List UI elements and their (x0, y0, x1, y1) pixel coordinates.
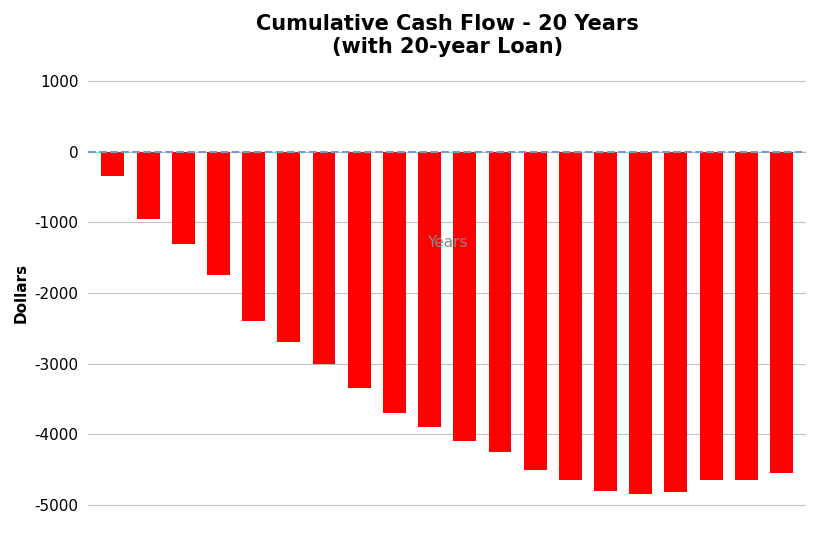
Bar (418, 152, 441, 427)
Bar (488, 152, 511, 452)
Bar (453, 152, 476, 441)
Bar (137, 152, 160, 219)
Bar (594, 152, 616, 491)
Y-axis label: Dollars: Dollars (14, 263, 29, 323)
Bar (382, 152, 405, 413)
Bar (277, 152, 300, 343)
Bar (312, 152, 335, 364)
Bar (628, 152, 651, 495)
Bar (699, 152, 722, 480)
Bar (734, 152, 757, 480)
Bar (769, 152, 792, 473)
Bar (206, 152, 229, 276)
Title: Cumulative Cash Flow - 20 Years
(with 20-year Loan): Cumulative Cash Flow - 20 Years (with 20… (256, 14, 638, 57)
Bar (523, 152, 546, 470)
Bar (559, 152, 581, 480)
Bar (102, 152, 124, 176)
Bar (347, 152, 370, 389)
Bar (663, 152, 686, 492)
Bar (172, 152, 194, 244)
Bar (242, 152, 265, 321)
Text: Years: Years (427, 235, 467, 250)
